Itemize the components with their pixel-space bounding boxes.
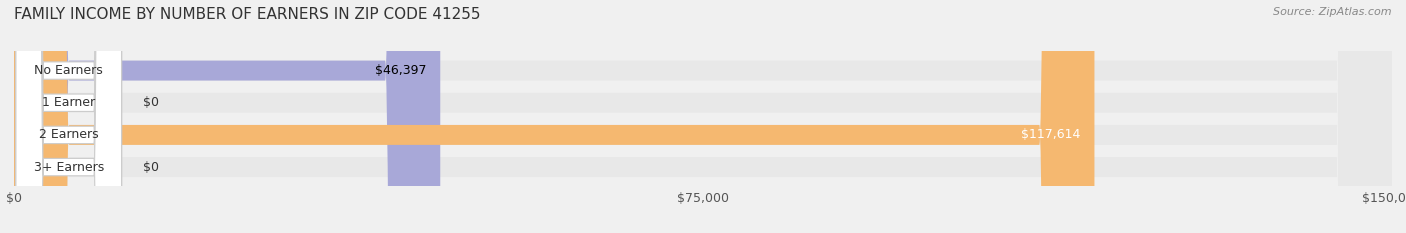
Text: $117,614: $117,614	[1021, 128, 1081, 141]
Text: $0: $0	[142, 96, 159, 109]
Text: 3+ Earners: 3+ Earners	[34, 161, 104, 174]
Text: FAMILY INCOME BY NUMBER OF EARNERS IN ZIP CODE 41255: FAMILY INCOME BY NUMBER OF EARNERS IN ZI…	[14, 7, 481, 22]
Text: $0: $0	[142, 161, 159, 174]
FancyBboxPatch shape	[14, 0, 1392, 233]
FancyBboxPatch shape	[15, 0, 121, 233]
FancyBboxPatch shape	[14, 0, 1392, 233]
FancyBboxPatch shape	[15, 0, 121, 233]
Text: 2 Earners: 2 Earners	[39, 128, 98, 141]
FancyBboxPatch shape	[15, 0, 121, 233]
Text: No Earners: No Earners	[34, 64, 103, 77]
Text: 1 Earner: 1 Earner	[42, 96, 96, 109]
Text: Source: ZipAtlas.com: Source: ZipAtlas.com	[1274, 7, 1392, 17]
FancyBboxPatch shape	[14, 0, 1392, 233]
FancyBboxPatch shape	[14, 0, 1094, 233]
Text: $46,397: $46,397	[375, 64, 426, 77]
FancyBboxPatch shape	[15, 0, 121, 233]
FancyBboxPatch shape	[14, 0, 1392, 233]
FancyBboxPatch shape	[14, 0, 440, 233]
